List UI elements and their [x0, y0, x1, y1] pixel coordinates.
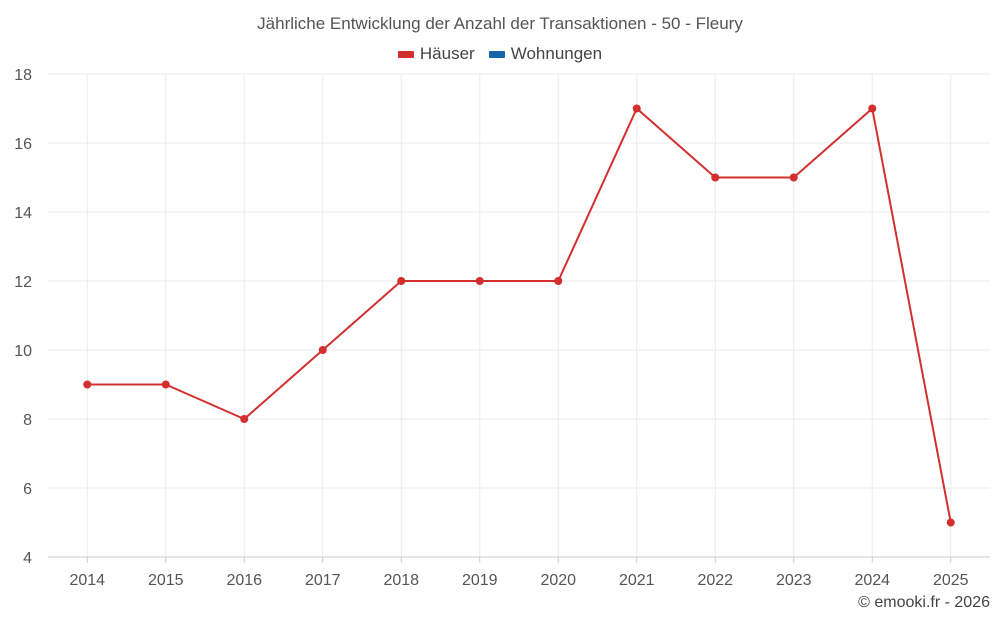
x-tick-label: 2015: [148, 572, 184, 589]
series-line-0: [87, 107, 952, 523]
x-tick-label: 2014: [69, 572, 105, 589]
y-tick-label: 14: [14, 205, 32, 222]
data-point: [946, 518, 955, 527]
y-tick-label: 16: [14, 136, 32, 153]
legend: Häuser Wohnungen: [0, 44, 1000, 64]
x-tick-label: 2018: [383, 572, 419, 589]
y-tick-label: 8: [23, 412, 32, 429]
data-point: [868, 104, 877, 113]
x-tick-label: 2021: [619, 572, 655, 589]
data-point: [240, 415, 249, 423]
legend-label-wohnungen: Wohnungen: [510, 44, 603, 63]
x-tick-label: 2016: [226, 572, 262, 589]
x-tick-label: 2017: [305, 572, 341, 589]
data-point: [789, 173, 798, 182]
y-tick-label: 6: [23, 481, 32, 498]
data-point: [397, 277, 406, 285]
legend-swatch-haeuser: [397, 50, 414, 58]
x-tick-label: 2020: [540, 572, 576, 589]
chart-title: Jährliche Entwicklung der Anzahl der Tra…: [257, 14, 743, 33]
data-point: [632, 104, 641, 113]
x-tick-label: 2022: [697, 572, 733, 589]
y-tick-label: 18: [14, 67, 32, 84]
copyright-credit: © emooki.fr - 2026: [858, 594, 990, 611]
x-tick-label: 2023: [776, 572, 812, 589]
data-point: [161, 380, 170, 389]
data-point: [554, 277, 563, 285]
data-point: [318, 346, 327, 354]
y-tick-label: 4: [23, 550, 32, 567]
x-tick-label: 2019: [462, 572, 498, 589]
legend-swatch-wohnungen: [488, 50, 505, 58]
y-tick-label: 12: [14, 274, 32, 291]
data-point: [475, 277, 484, 285]
y-tick-label: 10: [14, 343, 32, 360]
x-tick-label: 2025: [933, 572, 969, 589]
legend-label-haeuser: Häuser: [419, 44, 475, 63]
data-point: [711, 173, 720, 182]
legend-item-wohnungen[interactable]: Wohnungen: [488, 44, 603, 64]
legend-item-haeuser[interactable]: Häuser: [397, 44, 475, 64]
data-point: [83, 380, 92, 389]
x-tick-label: 2024: [854, 572, 890, 589]
